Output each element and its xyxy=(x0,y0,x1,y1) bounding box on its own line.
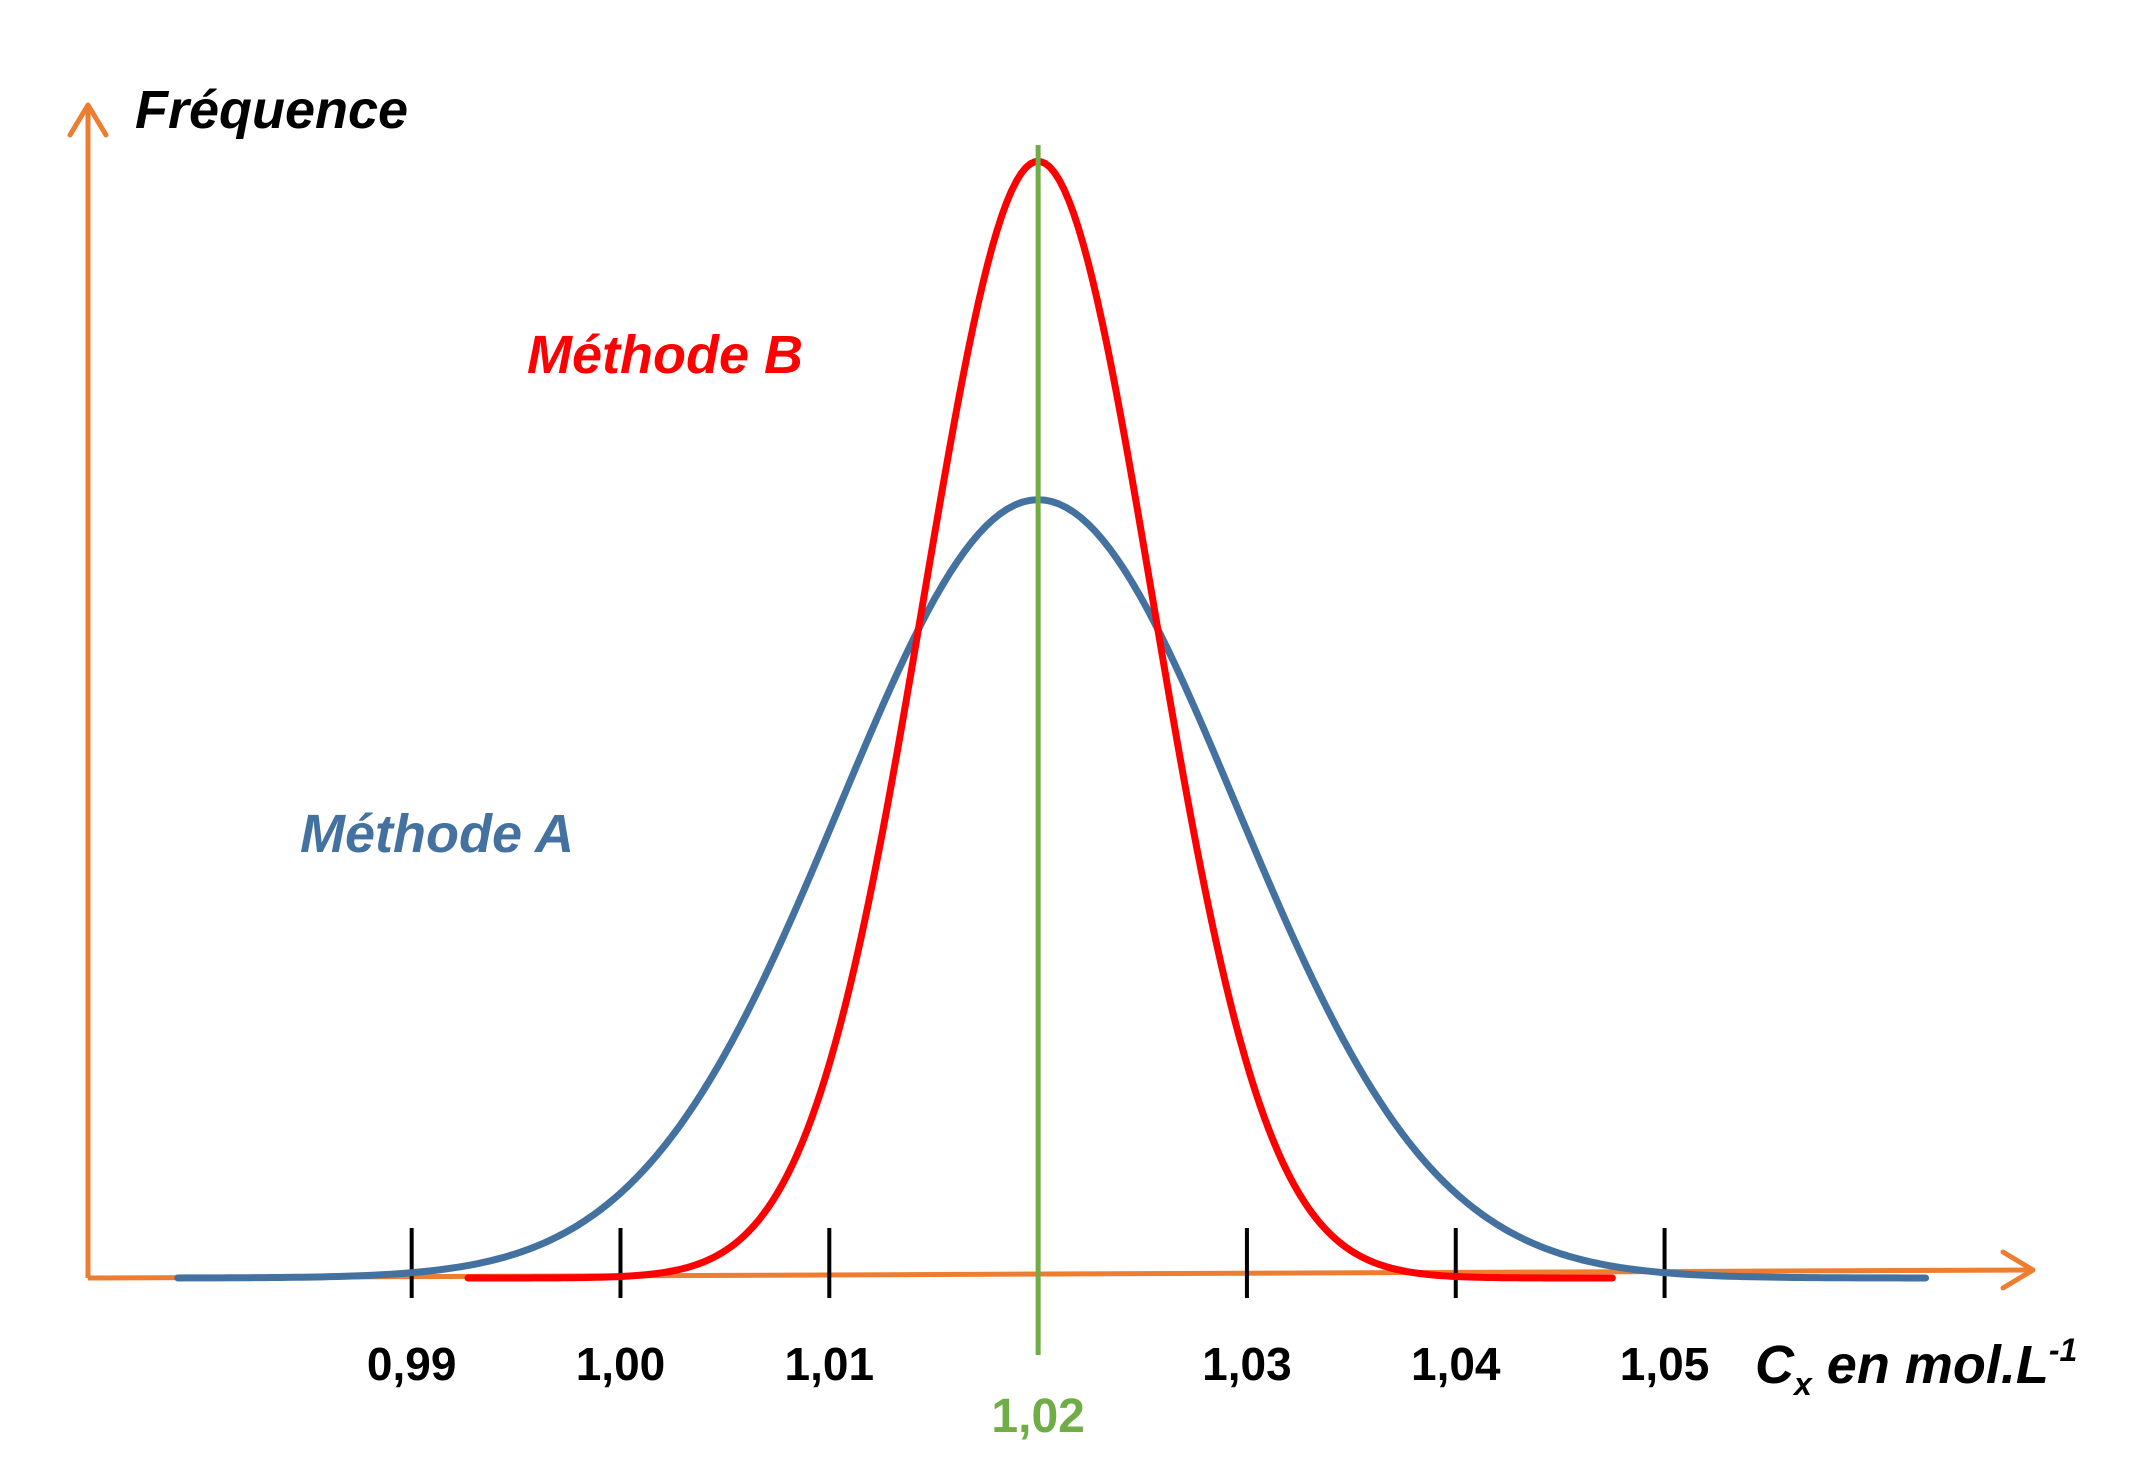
tick-label-3: 1,03 xyxy=(1202,1338,1292,1390)
x-axis-title-unit: en mol.L xyxy=(1812,1335,2049,1395)
y-axis-title: Fréquence xyxy=(135,80,408,140)
tick-labels: 0,99 1,00 1,01 1,03 1,04 1,05 xyxy=(367,1338,1709,1390)
x-axis-title-subscript: x xyxy=(1792,1366,1813,1402)
tick-label-4: 1,04 xyxy=(1411,1338,1501,1390)
tick-label-0: 0,99 xyxy=(367,1338,457,1390)
series-label-methode-b: Méthode B xyxy=(527,325,803,385)
series-curve-methode-a xyxy=(174,496,1930,1282)
x-axis-title-main: C xyxy=(1755,1335,1795,1395)
axes xyxy=(67,102,2036,1291)
reference-line-label: 1,02 xyxy=(991,1390,1084,1443)
tick-label-1: 1,00 xyxy=(576,1338,666,1390)
x-axis-arrow xyxy=(2000,1249,2036,1291)
series-curves xyxy=(174,157,1930,1282)
tick-label-2: 1,01 xyxy=(785,1338,875,1390)
series-label-methode-a: Méthode A xyxy=(300,804,574,864)
x-axis-title: Cx en mol.L-1 xyxy=(1755,1332,2077,1402)
tick-label-5: 1,05 xyxy=(1620,1338,1710,1390)
y-axis-arrow xyxy=(67,102,109,138)
x-axis-title-superscript: -1 xyxy=(2049,1332,2077,1368)
tick-marks xyxy=(409,1228,1667,1298)
